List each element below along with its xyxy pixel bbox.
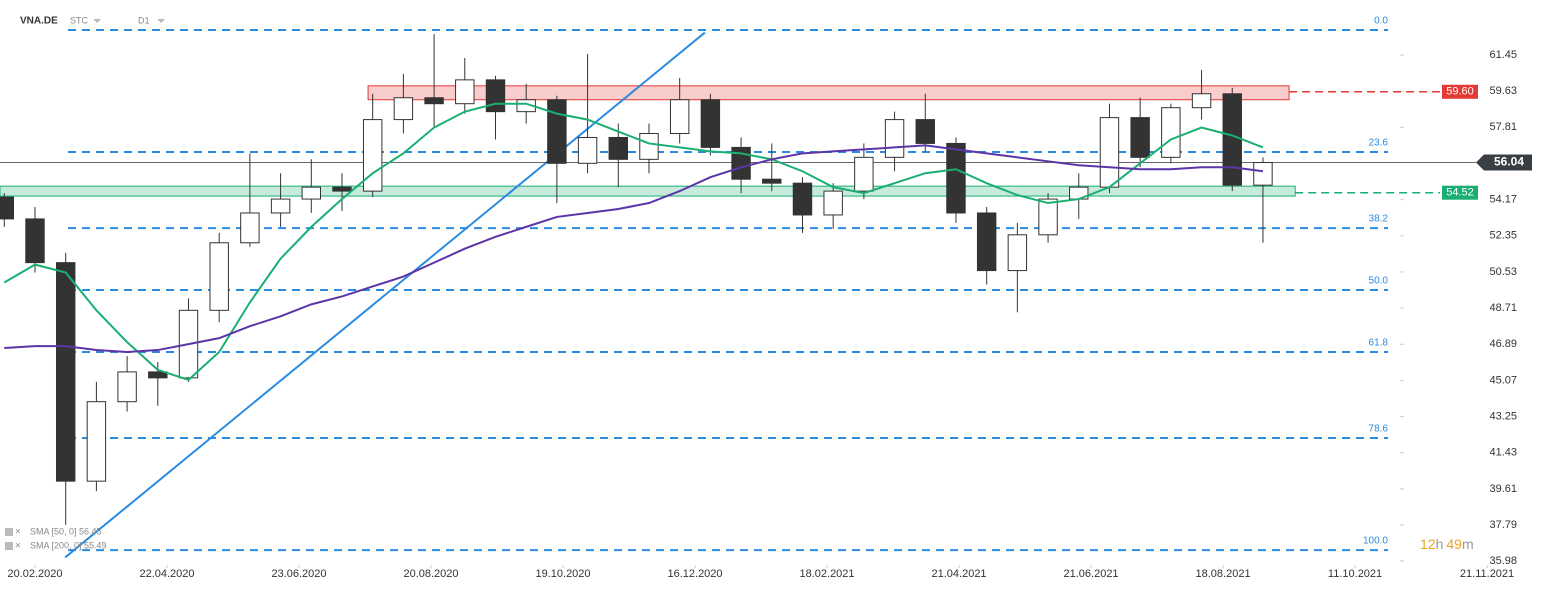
candle-body: [393, 97, 414, 121]
zone-label-box: [1442, 84, 1478, 99]
sma-line: [3, 102, 1264, 381]
y-tick-label: 45.07: [1489, 374, 1517, 386]
interval-select[interactable]: D1: [138, 15, 150, 25]
candle-body: [762, 178, 782, 184]
candle-body: [55, 262, 76, 482]
candle-body: [332, 186, 352, 192]
x-tick-label: 11.10.2021: [1328, 568, 1382, 580]
fib-label: 100.0: [1363, 536, 1388, 547]
zone: [0, 185, 1296, 197]
x-tick-label: 18.02.2021: [799, 568, 854, 580]
candle-body: [1161, 107, 1181, 158]
x-tick-label: 21.04.2021: [932, 568, 987, 580]
candle-body: [240, 212, 260, 244]
fib-label: 78.6: [1369, 424, 1389, 435]
timer: 12h 49m: [1420, 536, 1474, 552]
candle-body: [117, 371, 137, 403]
y-tick-label: 35.98: [1489, 555, 1517, 567]
candle-body: [362, 119, 383, 192]
candle-body: [639, 133, 659, 160]
dropdown-icon: [157, 19, 165, 23]
y-tick-label: 39.61: [1489, 483, 1517, 495]
candle-body: [301, 186, 321, 200]
candle-body: [946, 142, 966, 214]
y-tick-label: 61.45: [1489, 49, 1517, 61]
x-tick-label: 20.08.2020: [403, 568, 458, 580]
y-tick-label: 57.81: [1489, 121, 1517, 133]
fib-label: 23.6: [1369, 138, 1389, 149]
fib-label: 0.0: [1374, 16, 1388, 27]
y-tick-label: 41.43: [1489, 447, 1517, 459]
legend-close[interactable]: ×: [15, 527, 21, 538]
candle-body: [884, 119, 905, 158]
zone-label: 59.60: [1446, 86, 1474, 98]
candle-body: [1253, 162, 1273, 186]
candle-body: [915, 119, 935, 144]
candle-body: [854, 156, 874, 192]
fib-label: 61.8: [1369, 338, 1389, 349]
y-tick-label: 43.25: [1489, 411, 1517, 423]
fib-label: 50.0: [1369, 276, 1389, 287]
y-tick-label: 54.17: [1489, 194, 1517, 206]
candle-body: [25, 218, 45, 264]
legend-icon: [5, 542, 13, 550]
y-tick-label: 46.89: [1489, 338, 1517, 350]
style-select[interactable]: STC: [70, 15, 89, 25]
candle-body: [1099, 117, 1120, 188]
candle-body: [1038, 198, 1058, 236]
last-price-label: 56.04: [1494, 155, 1524, 169]
x-tick-label: 21.06.2021: [1064, 568, 1119, 580]
x-tick-label: 16.12.2020: [667, 568, 722, 580]
candle-body: [731, 146, 751, 180]
candle-body: [823, 190, 843, 216]
candle-body: [792, 182, 813, 216]
y-tick-label: 50.53: [1489, 266, 1517, 278]
y-tick-label: 37.79: [1489, 519, 1517, 531]
y-tick-label: 52.35: [1489, 230, 1517, 242]
y-tick-label: 48.71: [1489, 302, 1517, 314]
candle-body: [86, 401, 107, 482]
trendline: [64, 31, 706, 559]
legend-entry: SMA [50, 0] 56.45: [30, 526, 102, 536]
legend-close[interactable]: ×: [15, 541, 21, 552]
x-tick-label: 23.06.2020: [271, 568, 326, 580]
x-tick-label: 19.10.2020: [535, 568, 590, 580]
candle-body: [577, 136, 598, 164]
x-tick-label: 22.04.2020: [139, 568, 194, 580]
candle-body: [485, 79, 506, 113]
candle-body: [1191, 93, 1212, 109]
candle-body: [608, 136, 628, 160]
x-tick-label: 20.02.2020: [7, 568, 62, 580]
candle-body: [424, 97, 444, 105]
dropdown-icon: [93, 19, 101, 23]
x-tick-label: 18.08.2021: [1196, 568, 1251, 580]
zone-label: 54.52: [1446, 187, 1474, 199]
candle-body: [455, 79, 475, 105]
candle-body: [148, 371, 168, 379]
candle-body: [209, 242, 229, 311]
candle-body: [669, 99, 690, 135]
symbol: VNA.DE: [20, 16, 58, 27]
sma-line: [4, 144, 1264, 354]
legend-icon: [5, 528, 13, 536]
legend-entry: SMA [200, 0] 55.49: [30, 540, 107, 550]
zone: [367, 85, 1290, 101]
candle-body: [0, 196, 15, 220]
candle-body: [270, 198, 291, 214]
candle-body: [547, 99, 567, 164]
zone-label-box: [1442, 185, 1478, 200]
candle-body: [700, 99, 721, 148]
x-tick-label: 21.11.2021: [1460, 568, 1514, 580]
candle-body: [976, 212, 997, 272]
candle-body: [1007, 234, 1028, 272]
fib-label: 38.2: [1369, 214, 1389, 225]
candle-body: [1130, 117, 1150, 158]
last-price-box: [1476, 154, 1532, 171]
candle-body: [1222, 93, 1242, 186]
y-tick-label: 59.63: [1489, 85, 1517, 97]
